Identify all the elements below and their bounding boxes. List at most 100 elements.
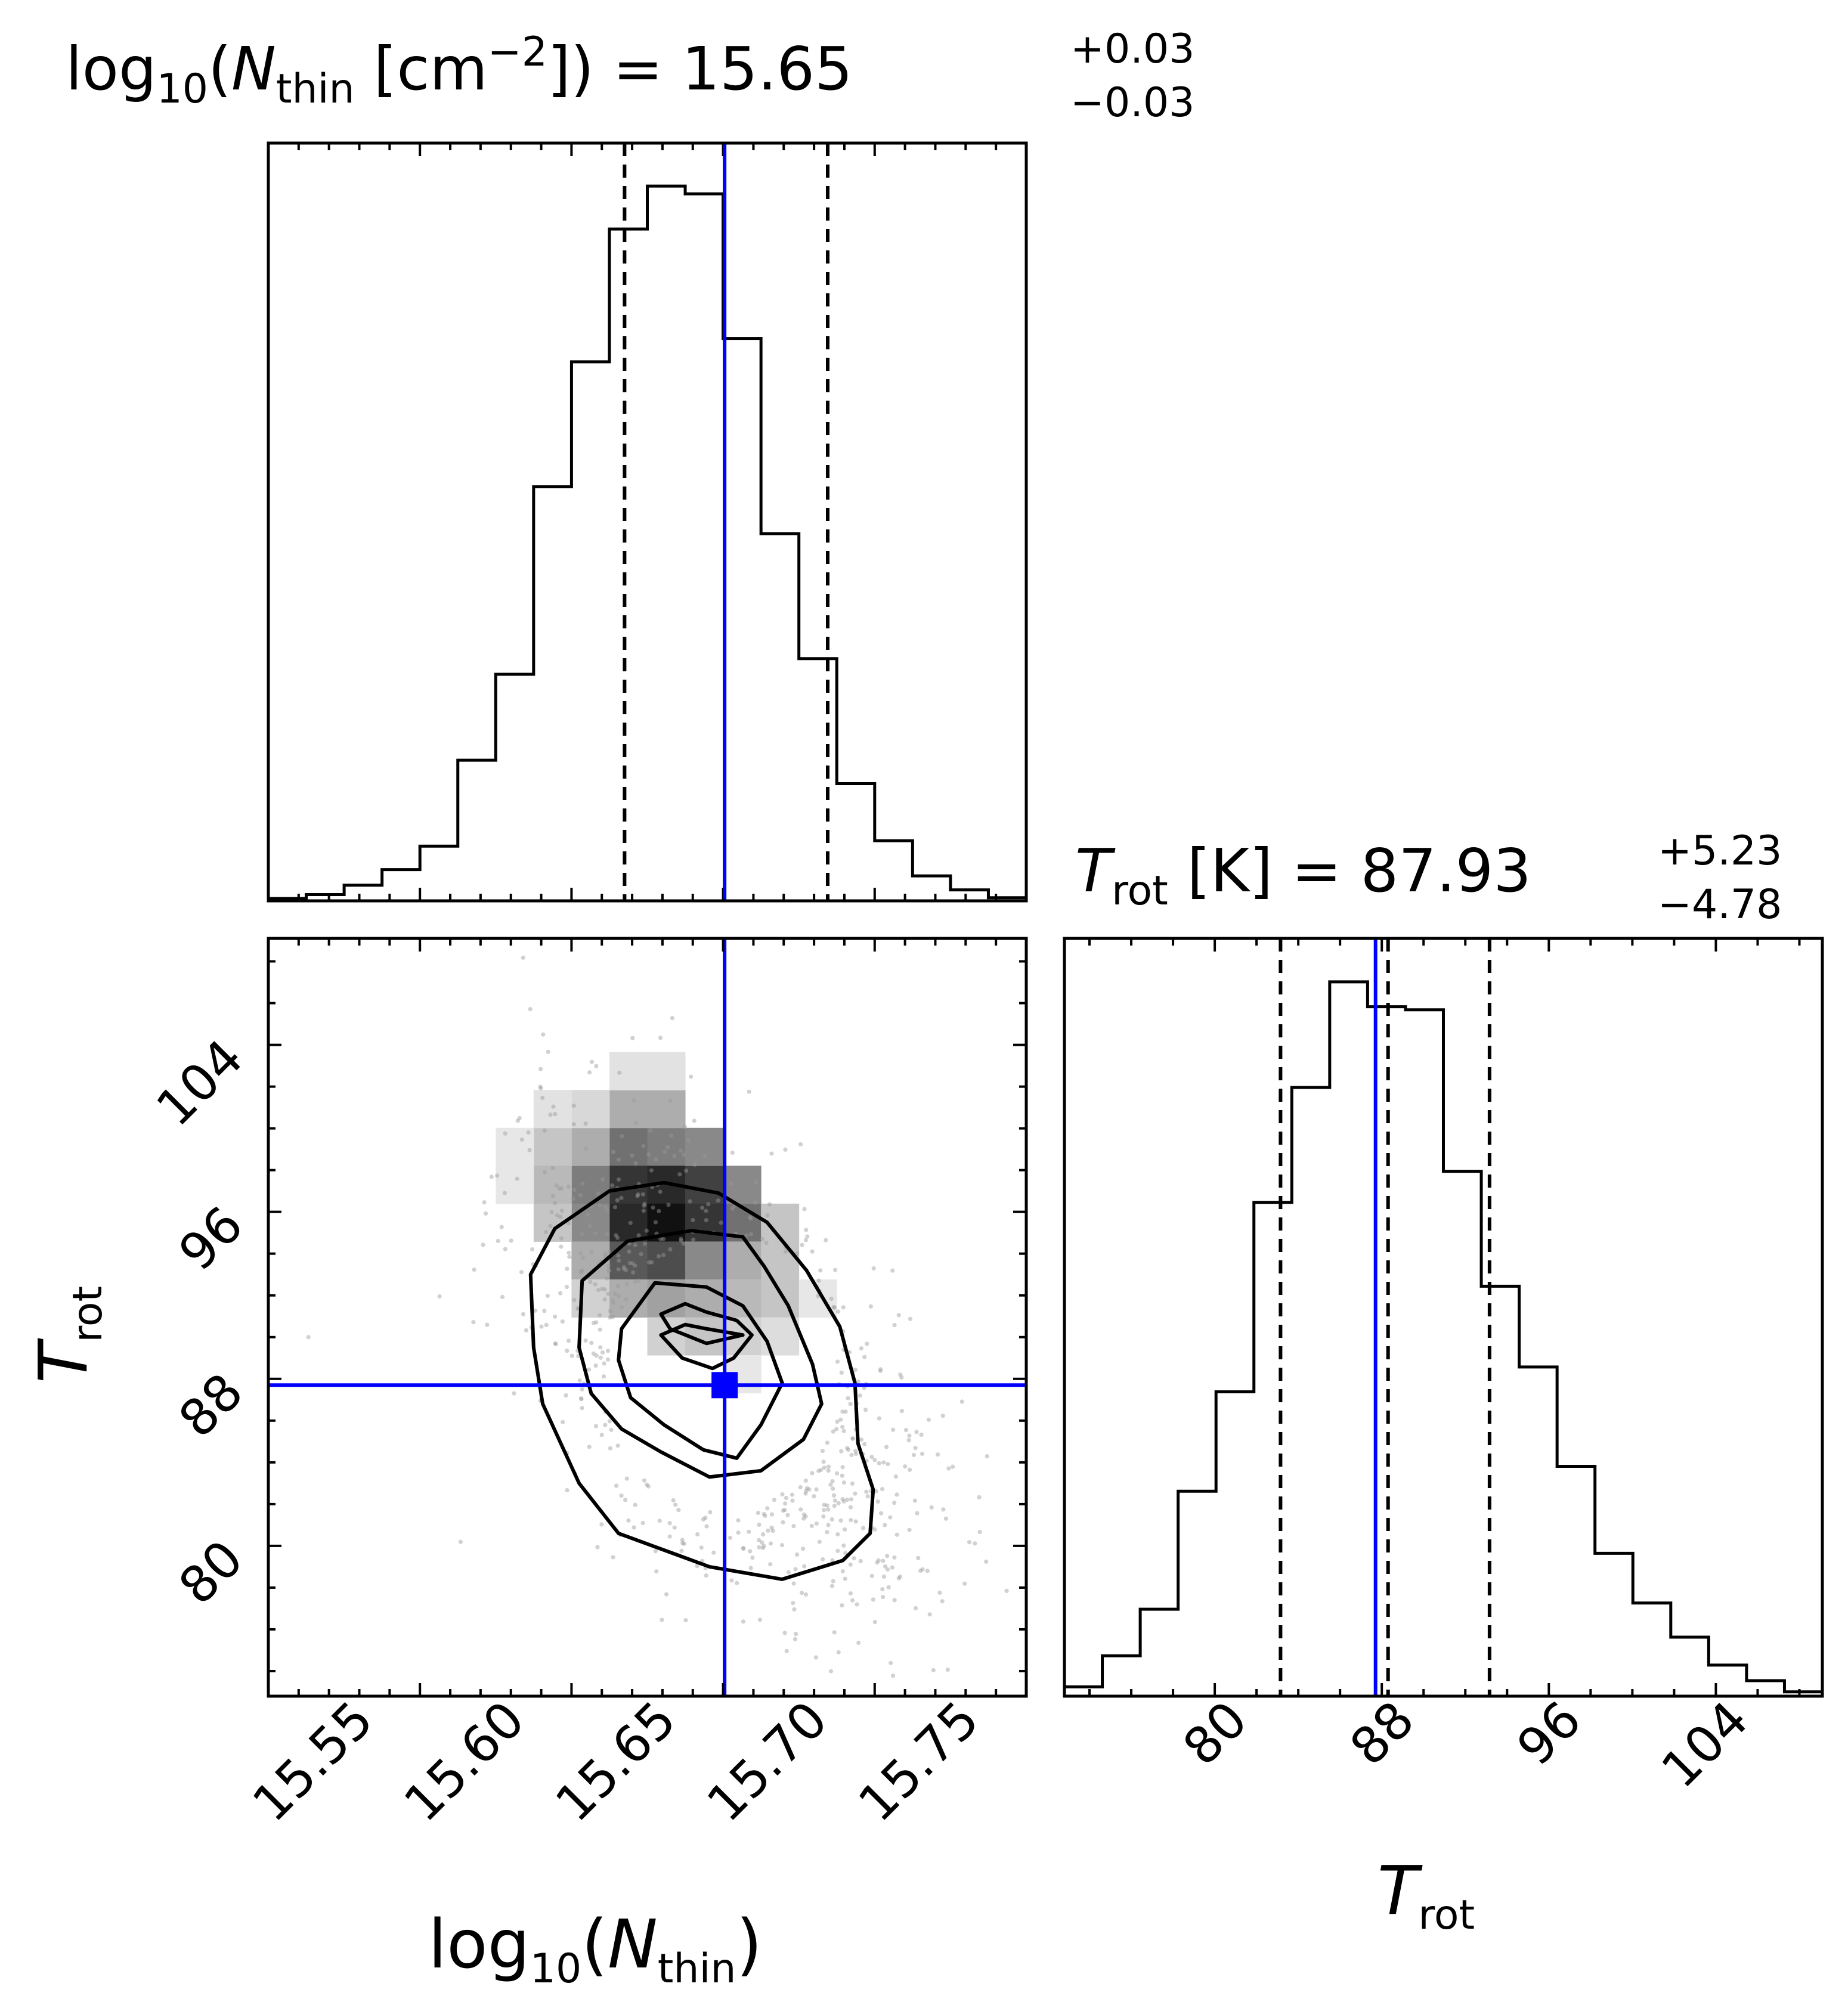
x-tick-15.75: 15.75 [847, 1690, 990, 1833]
sample-point [881, 1460, 886, 1465]
sample-point [770, 1528, 775, 1533]
sample-point [872, 1619, 877, 1625]
sample-point [804, 1228, 809, 1232]
density-cell [533, 1090, 572, 1129]
sample-point [589, 1059, 595, 1064]
sample-point [756, 1510, 760, 1516]
sample-point [849, 1517, 853, 1523]
density-cell [609, 1052, 648, 1090]
sample-point [682, 1152, 686, 1157]
sample-point [747, 1215, 753, 1220]
density-cell [609, 1090, 648, 1129]
sample-point [946, 1466, 951, 1471]
sample-point [834, 1427, 839, 1431]
sample-point [566, 1338, 571, 1343]
joint-contours [528, 1180, 875, 1581]
sample-point [781, 1520, 785, 1525]
sample-point [826, 1468, 831, 1473]
sample-point [800, 1547, 806, 1551]
sample-point [830, 1479, 835, 1484]
sample-point [543, 1229, 549, 1234]
sample-point [589, 1249, 594, 1254]
sample-point [668, 1247, 673, 1252]
sample-point [926, 1417, 931, 1422]
sample-point [878, 1511, 884, 1516]
sample-point [869, 1455, 874, 1459]
sample-point [791, 1524, 796, 1529]
sample-point [829, 1517, 834, 1522]
sample-point [865, 1341, 869, 1346]
sample-point [528, 1006, 533, 1012]
sample-point [890, 1565, 894, 1570]
sample-point [843, 1576, 847, 1581]
sample-point [915, 1511, 920, 1516]
sample-point [641, 1208, 646, 1213]
density-cell [496, 1127, 534, 1166]
sample-point [580, 1269, 584, 1273]
sample-point [633, 1263, 637, 1268]
sample-point [768, 1541, 773, 1546]
sample-point [835, 1419, 840, 1424]
sample-point [841, 1543, 846, 1548]
sample-point [925, 1569, 930, 1573]
sample-point [892, 1501, 897, 1505]
density-cell [571, 1203, 610, 1242]
sample-point [929, 1505, 934, 1510]
sample-point [896, 1313, 901, 1318]
sample-point [927, 1612, 932, 1617]
sample-point [700, 1206, 705, 1210]
sample-point [565, 1266, 569, 1271]
sample-point [482, 1200, 487, 1205]
sample-point [546, 1049, 550, 1054]
sample-point [899, 1409, 904, 1414]
sample-point [897, 1574, 903, 1579]
sample-point [840, 1603, 844, 1608]
sample-point [859, 1346, 863, 1351]
sample-point [589, 1340, 594, 1346]
sample-point [630, 1036, 635, 1040]
sample-point [747, 1089, 751, 1094]
sample-point [617, 1070, 622, 1075]
sample-point [642, 1201, 647, 1206]
sample-point [841, 1305, 846, 1310]
sample-point [658, 1036, 663, 1040]
sample-point [578, 1270, 583, 1275]
sample-point [587, 1223, 592, 1228]
sample-point [784, 1648, 789, 1654]
sample-point [641, 1143, 646, 1149]
sample-point [642, 1478, 646, 1483]
sample-point [560, 1319, 565, 1324]
sample-point [831, 1493, 837, 1498]
sample-point [853, 1519, 858, 1524]
sample-point [663, 1149, 667, 1154]
logn-hist-steps [268, 184, 1026, 900]
sample-point [558, 1291, 563, 1296]
sample-point [880, 1587, 885, 1592]
trot-hist-frame [1063, 937, 1824, 1698]
sample-point [818, 1468, 824, 1473]
sample-point [729, 1181, 733, 1186]
sample-point [840, 1424, 845, 1429]
sample-point [653, 1220, 658, 1225]
sample-point [632, 1098, 637, 1103]
sample-point [612, 1205, 618, 1210]
sample-point [885, 1567, 890, 1572]
sample-point [883, 1523, 887, 1527]
sample-point [790, 1492, 794, 1497]
sample-point [578, 1192, 583, 1198]
sample-point [865, 1494, 870, 1499]
sample-point [844, 1498, 850, 1502]
density-cell [647, 1052, 686, 1090]
sample-point [826, 1523, 831, 1527]
sample-point [610, 1183, 615, 1188]
sample-point [667, 1521, 672, 1526]
sample-point [807, 1487, 812, 1492]
sample-point [669, 1133, 674, 1138]
sample-point [728, 1535, 733, 1540]
sample-point [588, 1279, 593, 1284]
sample-point [899, 1375, 904, 1380]
sample-point [849, 1497, 854, 1502]
sample-point [914, 1430, 919, 1434]
sample-point [919, 1432, 924, 1437]
sample-point [814, 1487, 819, 1492]
